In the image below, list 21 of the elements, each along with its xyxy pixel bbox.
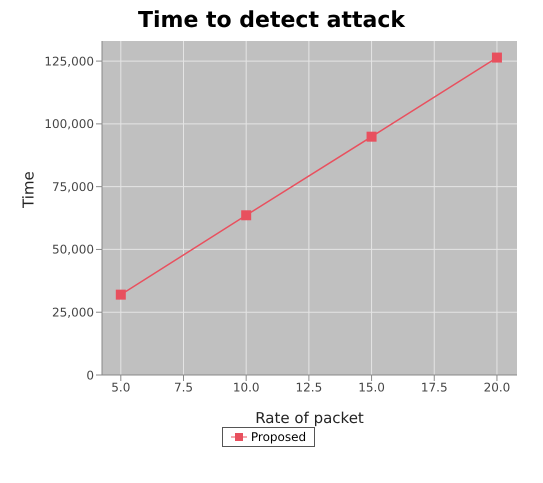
x-tick-label: 20.0 [484, 380, 510, 395]
x-tick-label: 12.5 [296, 380, 322, 395]
y-tick-label: 100,000 [44, 117, 94, 132]
y-tick-label: 50,000 [52, 242, 94, 257]
point [116, 290, 126, 300]
chart-title: Time to detect attack [136, 8, 406, 33]
y-tick-label: 0 [86, 368, 94, 382]
legend-label: Proposed [250, 430, 306, 444]
point [492, 52, 502, 63]
point [241, 210, 252, 220]
x-tick-label: 7.5 [174, 380, 194, 395]
x-tick-label: 15.0 [358, 380, 385, 395]
y-tick-label: 125,000 [44, 54, 94, 68]
y-axis-title: Time [19, 171, 38, 209]
y-tick-label: 75,000 [52, 180, 94, 194]
point [366, 132, 377, 142]
x-axis-title: Rate of packet [255, 409, 364, 427]
x-tick-label: 10.0 [232, 380, 260, 395]
x-tick-label: 5.0 [111, 380, 130, 395]
x-tick-label: 17.5 [420, 380, 448, 395]
y-tick-label: 25,000 [52, 305, 94, 320]
